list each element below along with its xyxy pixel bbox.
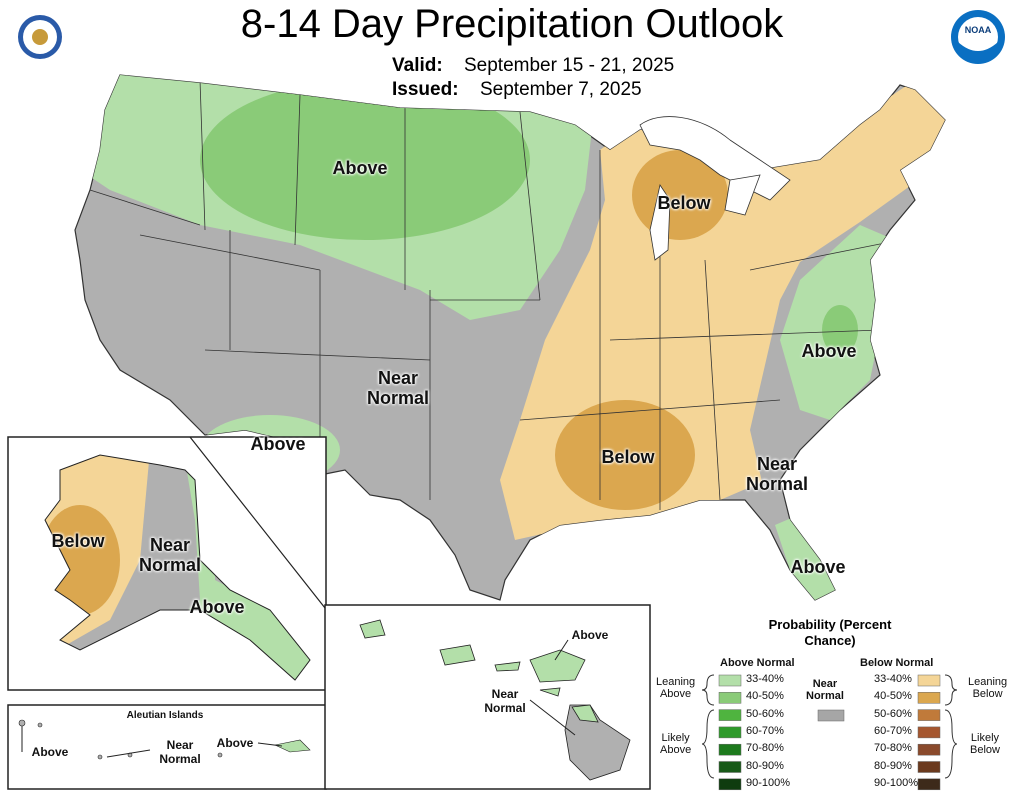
legend-group: Leaning Below xyxy=(968,676,1008,700)
legend-range: 60-70% xyxy=(746,724,784,737)
map-label: Near Normal xyxy=(484,687,526,715)
legend-range: 60-70% xyxy=(874,724,912,737)
legend-swatch xyxy=(917,692,941,704)
map-label: Above xyxy=(332,158,388,178)
legend-swatch xyxy=(917,743,941,756)
legend-range: 40-50% xyxy=(746,690,784,703)
map-label: Below xyxy=(51,531,105,551)
legend-range: 70-80% xyxy=(746,742,784,755)
map-label: Above xyxy=(31,745,69,759)
legend-range: 80-90% xyxy=(874,759,912,772)
legend-swatch xyxy=(718,743,742,756)
legend-near-label: Near Normal xyxy=(806,678,844,702)
legend-swatch xyxy=(917,709,941,721)
legend-range: 40-50% xyxy=(874,690,912,703)
map-label: Above xyxy=(189,597,245,617)
commerce-seal xyxy=(18,15,62,59)
legend-swatch xyxy=(718,709,742,721)
legend-swatch xyxy=(917,761,941,773)
valid-dates: September 15 - 21, 2025 xyxy=(464,55,675,76)
legend-group: Leaning Above xyxy=(656,676,696,700)
legend-range: 33-40% xyxy=(874,673,912,685)
legend-swatch xyxy=(817,709,845,722)
map-label: Above xyxy=(801,341,857,361)
legend-swatch xyxy=(917,674,941,687)
aleutian-title: Aleutian Islands xyxy=(126,710,204,721)
legend-header: Above Normal xyxy=(720,657,795,669)
legend-swatch xyxy=(718,778,742,791)
legend-range: 70-80% xyxy=(874,742,912,755)
legend-range: 33-40% xyxy=(746,673,784,685)
title: 8-14 Day Precipitation Outlook xyxy=(240,2,784,46)
legend-swatch xyxy=(917,778,941,791)
map-label: Above xyxy=(250,434,306,454)
legend-swatch xyxy=(718,726,742,739)
legend-header: Below Normal xyxy=(860,657,934,669)
legend-range: 50-60% xyxy=(874,707,912,720)
issued-date: September 7, 2025 xyxy=(480,79,642,100)
legend-range: 90-100% xyxy=(746,776,791,789)
legend-swatch xyxy=(718,761,742,773)
map-label: Above xyxy=(571,628,609,642)
legend-graphics xyxy=(701,674,958,791)
noaa-text: NOAA xyxy=(965,25,992,35)
legend-swatch xyxy=(917,726,941,739)
valid-label: Valid: xyxy=(392,55,443,76)
legend-swatch xyxy=(718,674,742,687)
map-label: Below xyxy=(657,193,711,213)
noaa-logo: NOAA xyxy=(951,10,1005,64)
legend-group: Likely Above xyxy=(660,732,692,756)
legend-group: Likely Below xyxy=(970,732,1000,756)
legend-title: Probability (Percent Chance) xyxy=(768,617,892,648)
map-label: Near Normal xyxy=(138,535,202,575)
map-label: Near Normal xyxy=(159,738,201,766)
map-label: Near Normal xyxy=(745,454,809,494)
map-label: Above xyxy=(790,557,846,577)
legend-range: 50-60% xyxy=(746,707,784,720)
map-label: Near Normal xyxy=(366,368,430,408)
issued-label: Issued: xyxy=(392,79,459,100)
legend-swatch xyxy=(718,692,742,704)
map-label: Below xyxy=(601,447,655,467)
map-label: Above xyxy=(216,736,254,750)
legend-range: 90-100% xyxy=(874,776,919,789)
legend-range: 80-90% xyxy=(746,759,784,772)
